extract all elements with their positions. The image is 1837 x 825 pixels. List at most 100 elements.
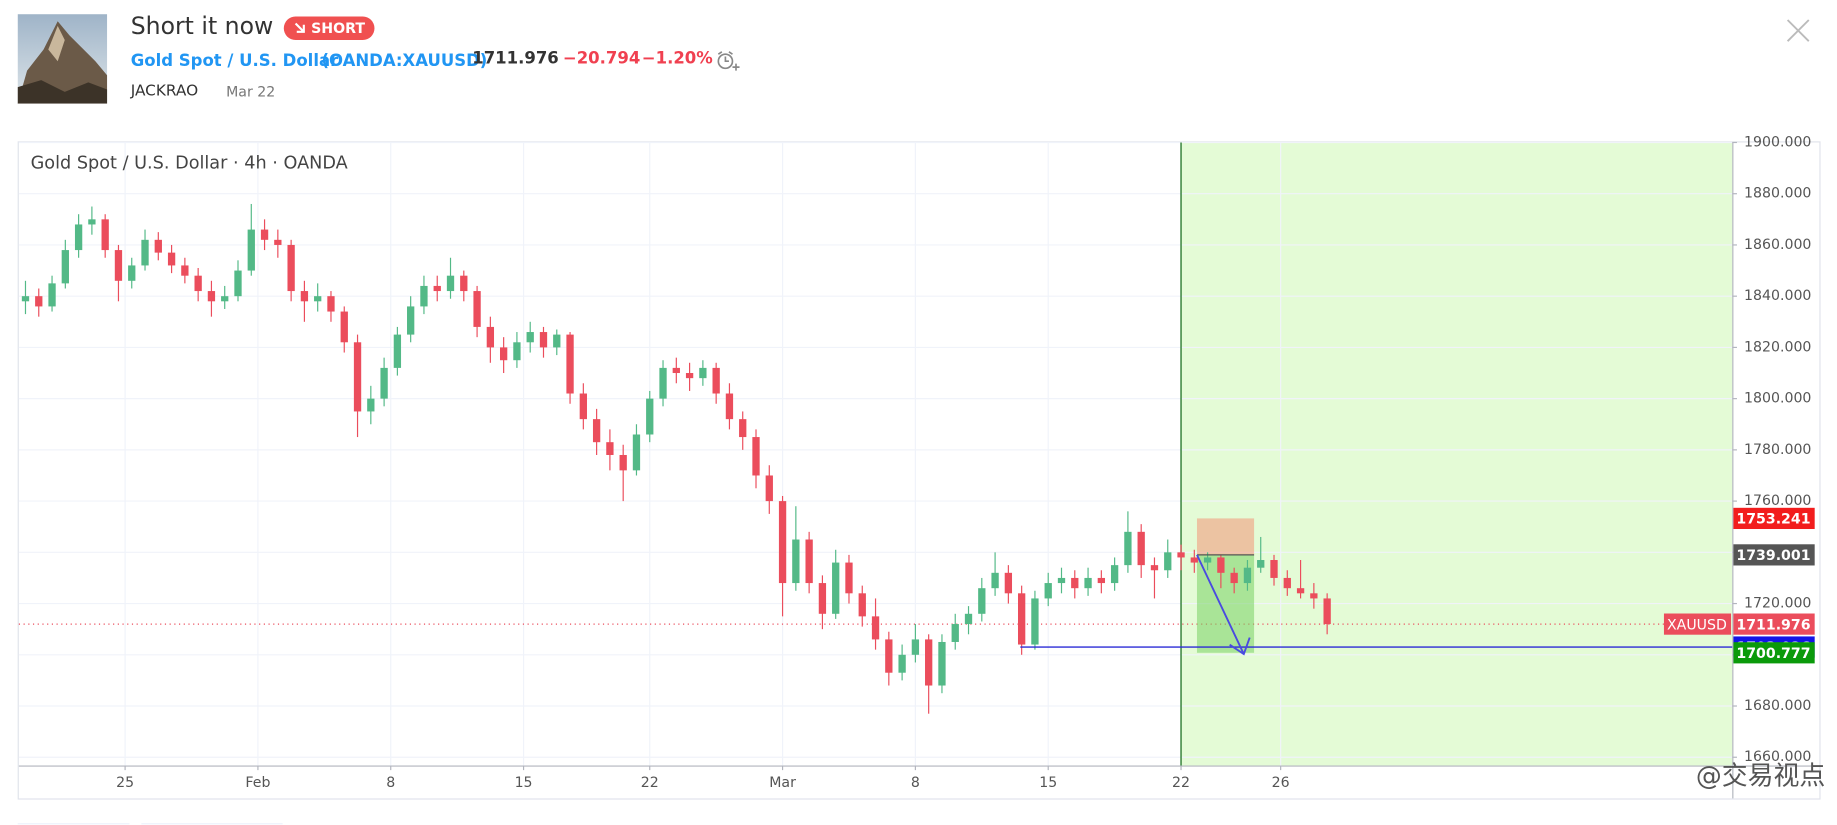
header-change: −20.794 (562, 49, 641, 69)
candle-body (1110, 565, 1119, 584)
candle-body (74, 224, 83, 251)
candle-body (1097, 577, 1105, 584)
x-tick-label: 22 (641, 775, 659, 791)
candle-body (606, 442, 614, 455)
candle-body (181, 265, 189, 276)
x-tick-label: Mar (769, 775, 796, 791)
candle-body (1124, 531, 1132, 566)
y-tick-label: 1820.000 (1744, 339, 1811, 355)
x-tick-label: 26 (1272, 775, 1290, 791)
candle-body (792, 539, 800, 584)
candle-body (380, 367, 388, 399)
arrow-icon (294, 22, 305, 33)
candle-body (114, 250, 123, 281)
candle-body (1177, 552, 1185, 558)
candle-body (207, 291, 216, 302)
ticker-link[interactable]: (OANDA:XAUUSD) (321, 51, 488, 71)
candle-body (141, 239, 149, 266)
candle-body (978, 588, 986, 614)
candle-body (154, 239, 162, 253)
candle-body (167, 252, 176, 266)
badge-label: SHORT (311, 20, 366, 37)
candle-body (1310, 593, 1318, 599)
candle-body (553, 334, 561, 348)
candle-body (964, 613, 973, 625)
stop-label: 1753.241 (1736, 512, 1810, 528)
alert-icon[interactable] (715, 49, 741, 73)
candle-body (871, 616, 880, 640)
x-tick-label: 22 (1172, 775, 1190, 791)
y-tick-label: 1800.000 (1744, 391, 1811, 407)
candle-body (247, 229, 255, 271)
candle-body (1270, 560, 1278, 578)
tab (17, 823, 130, 825)
candle-body (1017, 593, 1026, 645)
symbol-label-bg (1663, 613, 1732, 635)
y-tick-label: 1760.000 (1744, 493, 1811, 509)
y-tick-label: 1900.000 (1744, 134, 1811, 150)
candle-body (446, 275, 455, 292)
arrow (1196, 554, 1251, 656)
candle-body (632, 434, 641, 471)
candle-body (1203, 557, 1212, 563)
symbol-link[interactable]: Gold Spot / U.S. Dollar (130, 51, 339, 71)
y-tick-label: 1660.000 (1744, 749, 1811, 765)
candle-body (672, 367, 680, 374)
candle-body (1084, 577, 1092, 589)
chart-legend: Gold Spot / U.S. Dollar · 4h · OANDA (31, 154, 348, 174)
candle-body (1004, 572, 1013, 594)
candle-body (832, 562, 840, 614)
idea-title: Short it now (130, 11, 274, 41)
y-tick-label: 1720.000 (1744, 596, 1811, 612)
candle-body (712, 367, 720, 394)
candle-body (1283, 577, 1291, 589)
publish-date: Mar 22 (226, 83, 276, 101)
symbol-label: XAUUSD (1667, 617, 1727, 633)
short-badge: SHORT (283, 16, 375, 41)
y-tick-label: 1780.000 (1744, 442, 1811, 458)
candle-body (659, 367, 667, 399)
candle-body (885, 639, 893, 673)
candle-body (61, 250, 69, 284)
last-price-label-bg (1733, 613, 1815, 635)
candle-body (393, 334, 402, 368)
x-tick-label: Feb (245, 775, 270, 791)
candle-body (513, 342, 521, 361)
candle-body (858, 593, 866, 617)
x-tick-label: 8 (911, 775, 920, 791)
header-price: 1711.976 (472, 49, 559, 69)
candle-body (1217, 557, 1225, 573)
candle-body (1190, 557, 1198, 563)
candle-body (685, 373, 694, 379)
candle-body (407, 306, 415, 335)
candle-body (21, 296, 30, 302)
candle-body (526, 332, 534, 343)
close-button[interactable] (1784, 16, 1812, 44)
entry-label: 1739.001 (1736, 548, 1810, 564)
candle-body (805, 539, 813, 584)
candle-body (340, 311, 348, 343)
stop-zone (1196, 518, 1255, 555)
x-tick-label: 25 (116, 775, 134, 791)
y-tick-label: 1880.000 (1744, 186, 1811, 202)
target-label: 1700.777 (1736, 646, 1810, 662)
candle-body (486, 326, 495, 348)
time-zone (1181, 142, 1733, 766)
entry-label-bg (1733, 544, 1815, 566)
y-tick-label: 1860.000 (1744, 237, 1811, 253)
x-tick-label: 8 (386, 775, 395, 791)
candle-body (1230, 572, 1238, 584)
candle-body (260, 229, 269, 240)
candle-body (1137, 531, 1145, 566)
stop-label-bg (1733, 507, 1815, 530)
candle-body (420, 285, 428, 307)
x-tick-label: 15 (515, 775, 533, 791)
y-tick-label: 1680.000 (1744, 698, 1811, 714)
candle-body (739, 419, 747, 438)
candle-body (646, 398, 654, 435)
candle-body (128, 265, 136, 281)
candle-body (1031, 598, 1039, 645)
